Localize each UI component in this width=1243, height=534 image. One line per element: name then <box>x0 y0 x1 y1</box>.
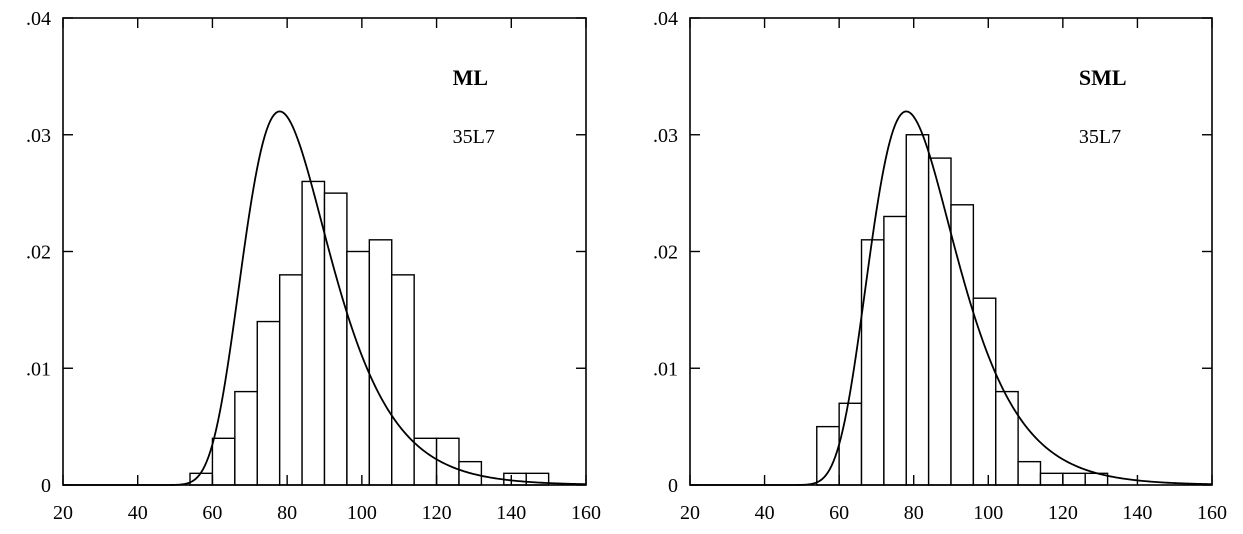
y-tick-label: .02 <box>26 242 51 264</box>
y-tick-label: 0 <box>668 475 678 497</box>
y-tick-label: .02 <box>653 242 678 264</box>
histogram-bar <box>323 192 348 486</box>
y-tick-label: .01 <box>26 358 51 380</box>
x-tick-label: 60 <box>829 502 849 524</box>
x-tick-label: 80 <box>904 502 924 524</box>
chart-panel-ml: 20 40 60 80 100 120 140 160 0 .01 .02 .03 .04 ML 35L7 <box>26 8 601 524</box>
histogram-bar <box>838 402 863 486</box>
histogram-bar <box>211 437 236 486</box>
histogram-bar <box>883 215 907 486</box>
x-tick-label: 40 <box>755 502 775 524</box>
x-tick-label: 20 <box>53 502 73 524</box>
y-tick-label: .03 <box>26 125 51 147</box>
x-tick-label: 20 <box>680 502 700 524</box>
histogram-bar <box>1039 472 1064 486</box>
x-tick-label: 80 <box>277 502 297 524</box>
x-tick-label: 100 <box>973 502 1003 524</box>
chart-panel-sml: 20 40 60 80 100 120 140 160 0 .01 .02 .03 .04 SML 35L7 <box>653 8 1227 524</box>
histogram-bar <box>234 390 258 486</box>
histogram-bar <box>256 320 281 486</box>
histogram-bar <box>972 297 997 486</box>
histogram-bar <box>860 239 885 486</box>
histogram-bar <box>346 250 371 486</box>
y-tick-label: .04 <box>653 8 678 30</box>
x-tick-label: 160 <box>1197 502 1227 524</box>
x-tick-label: 120 <box>1048 502 1078 524</box>
histogram-bar <box>995 390 1019 486</box>
panel-subtitle: 35L7 <box>453 126 495 148</box>
y-tick-label: .04 <box>26 8 51 30</box>
histogram-bar <box>189 472 214 486</box>
x-tick-label: 160 <box>571 502 601 524</box>
histogram-bar <box>927 157 952 486</box>
histogram-bar <box>391 274 415 486</box>
y-tick-label: 0 <box>41 475 51 497</box>
x-tick-label: 40 <box>128 502 148 524</box>
histogram-bar <box>368 239 393 486</box>
y-tick-label: .01 <box>653 358 678 380</box>
panel-title: ML <box>453 65 488 90</box>
x-tick-label: 140 <box>496 502 526 524</box>
histogram-bar <box>301 180 326 486</box>
x-tick-label: 100 <box>347 502 377 524</box>
histogram-bar <box>1062 472 1086 486</box>
x-tick-label: 60 <box>202 502 222 524</box>
histogram-bar <box>278 274 303 486</box>
histogram-bar <box>905 134 930 486</box>
x-tick-label: 140 <box>1122 502 1152 524</box>
x-tick-label: 120 <box>422 502 452 524</box>
y-tick-label: .03 <box>653 125 678 147</box>
panel-subtitle: 35L7 <box>1079 126 1121 148</box>
histogram-bar <box>1017 460 1042 486</box>
panel-title: SML <box>1079 65 1127 90</box>
